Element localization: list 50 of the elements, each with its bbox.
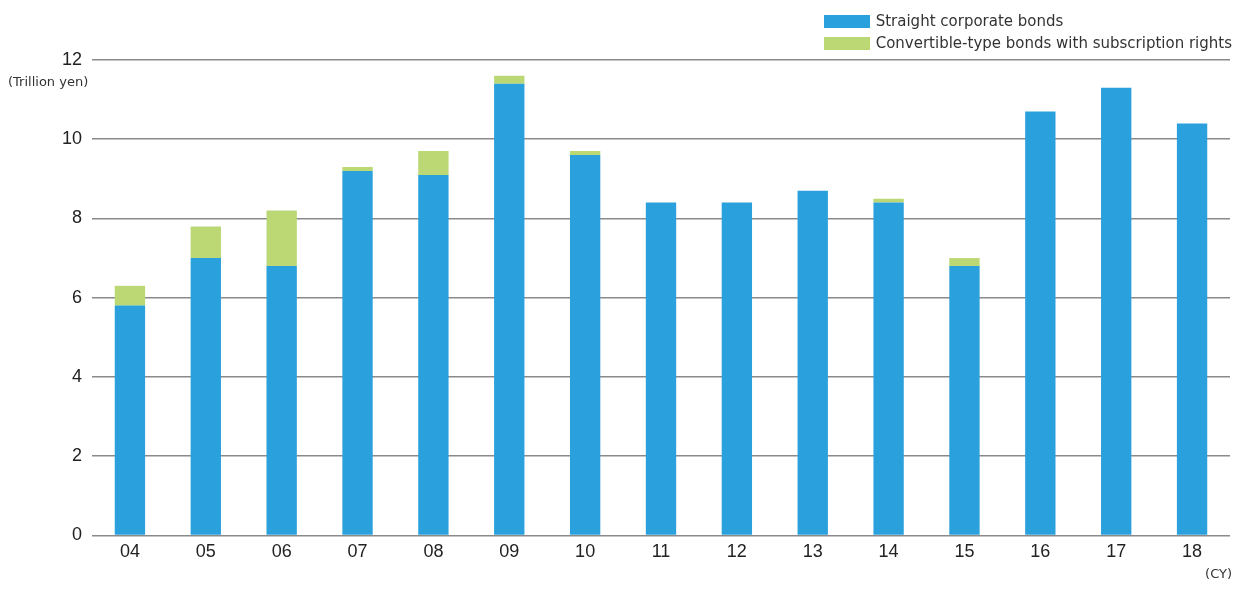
x-tick-label: 13 bbox=[802, 541, 823, 562]
y-tick-label: 6 bbox=[71, 286, 82, 307]
legend-label: Convertible-type bonds with subscription rights bbox=[875, 34, 1232, 52]
bar bbox=[949, 258, 980, 267]
bar bbox=[342, 166, 373, 171]
bar bbox=[190, 226, 221, 259]
bar bbox=[418, 174, 449, 535]
x-tick-label: 11 bbox=[651, 541, 671, 562]
x-tick-label: 09 bbox=[499, 541, 520, 562]
bar bbox=[494, 83, 525, 535]
y-tick-label: 2 bbox=[71, 445, 82, 466]
bar bbox=[494, 75, 525, 84]
x-axis-title: (CY) bbox=[1205, 566, 1232, 582]
x-tick-label: 17 bbox=[1106, 541, 1127, 562]
bar bbox=[873, 202, 904, 535]
y-tick-label: 8 bbox=[71, 207, 82, 228]
bar bbox=[266, 266, 297, 535]
bar bbox=[342, 170, 373, 535]
x-tick-label: 07 bbox=[347, 541, 368, 562]
bar bbox=[266, 210, 297, 267]
x-tick-label: 16 bbox=[1030, 541, 1051, 562]
bar bbox=[1176, 123, 1208, 535]
bar bbox=[797, 190, 828, 535]
x-tick-label: 12 bbox=[726, 541, 747, 562]
bar bbox=[190, 258, 221, 535]
x-tick-label: 06 bbox=[271, 541, 292, 562]
bar bbox=[721, 202, 753, 535]
bar bbox=[1101, 87, 1132, 535]
y-tick-label: 10 bbox=[61, 128, 82, 149]
bar bbox=[949, 266, 980, 535]
y-tick-label: 12 bbox=[61, 48, 82, 69]
bar bbox=[569, 155, 601, 535]
x-tick-label: 05 bbox=[195, 541, 216, 562]
x-tick-label: 15 bbox=[954, 541, 975, 562]
bar bbox=[418, 151, 449, 175]
x-tick-label: 10 bbox=[575, 541, 596, 562]
x-tick-label: 14 bbox=[878, 541, 899, 562]
x-tick-label: 04 bbox=[119, 541, 140, 562]
x-tick-label: 08 bbox=[423, 541, 444, 562]
y-tick-label: 0 bbox=[71, 524, 82, 545]
bar bbox=[569, 151, 601, 156]
y-axis-title: (Trillion yen) bbox=[8, 73, 89, 89]
bar bbox=[114, 285, 146, 306]
legend-label: Straight corporate bonds bbox=[875, 12, 1064, 30]
x-tick-label: 18 bbox=[1182, 541, 1203, 562]
y-tick-label: 4 bbox=[71, 365, 82, 386]
bar bbox=[114, 305, 146, 535]
bar bbox=[873, 198, 904, 203]
bar bbox=[1025, 111, 1056, 535]
bar bbox=[645, 202, 677, 535]
